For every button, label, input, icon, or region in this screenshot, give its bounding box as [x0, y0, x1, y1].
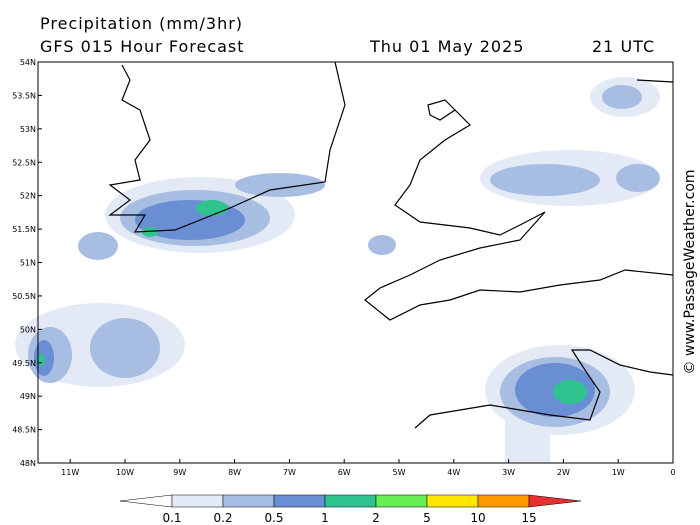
lon-label: 9W: [173, 468, 186, 477]
lat-label: 51.5N: [12, 225, 36, 234]
colorbar-label: 0.5: [264, 511, 283, 525]
lon-label: 10W: [116, 468, 134, 477]
time: 21 UTC: [592, 37, 655, 56]
lat-label: 51N: [20, 259, 36, 268]
date: Thu 01 May 2025: [369, 37, 524, 56]
lat-label: 50N: [20, 325, 36, 334]
lon-label: 2W: [557, 468, 570, 477]
lat-label: 52N: [20, 192, 36, 201]
colorbar-label: 0.1: [162, 511, 181, 525]
colorbar-segment: [426, 494, 479, 508]
colorbar-segment: [324, 494, 377, 508]
lat-label: 53N: [20, 125, 36, 134]
colorbar-label: 1: [321, 511, 329, 525]
lon-label: 4W: [447, 468, 460, 477]
lat-label: 54N: [20, 58, 36, 67]
coastlines: [37, 61, 674, 464]
lat-label: 53.5N: [12, 91, 36, 100]
lon-label: 8W: [228, 468, 241, 477]
lon-label: 3W: [502, 468, 515, 477]
lat-label: 49.5N: [12, 359, 36, 368]
precip: [15, 77, 660, 463]
colorbar-segment: [222, 494, 275, 508]
subtitle: GFS 015 Hour Forecast: [40, 37, 245, 56]
lon-label: 0: [670, 468, 675, 477]
lat-label: 50.5N: [12, 292, 36, 301]
lon-label: 1W: [612, 468, 625, 477]
lon-label: 5W: [393, 468, 406, 477]
lon-label: 11W: [61, 468, 79, 477]
colorbar-left: [119, 494, 173, 508]
colorbar-label: 10: [470, 511, 485, 525]
lat-label: 49N: [20, 392, 36, 401]
title: Precipitation (mm/3hr): [40, 14, 243, 33]
colorbar-segment: [477, 494, 530, 508]
colorbar-label: 15: [521, 511, 536, 525]
lat-label: 48N: [20, 459, 36, 468]
colorbar-segment: [375, 494, 428, 508]
colorbar-label: 0.2: [213, 511, 232, 525]
lon-label: 6W: [338, 468, 351, 477]
colorbar-label: 5: [423, 511, 431, 525]
colorbar-label: 2: [372, 511, 380, 525]
colorbar-right: [528, 494, 582, 508]
lat-label: 48.5N: [12, 426, 36, 435]
colorbar-segment: [171, 494, 224, 508]
colorbar-segment: [273, 494, 326, 508]
lat-label: 52.5N: [12, 158, 36, 167]
watermark: © www.PassageWeather.com: [682, 169, 698, 374]
lon-label: 7W: [283, 468, 296, 477]
